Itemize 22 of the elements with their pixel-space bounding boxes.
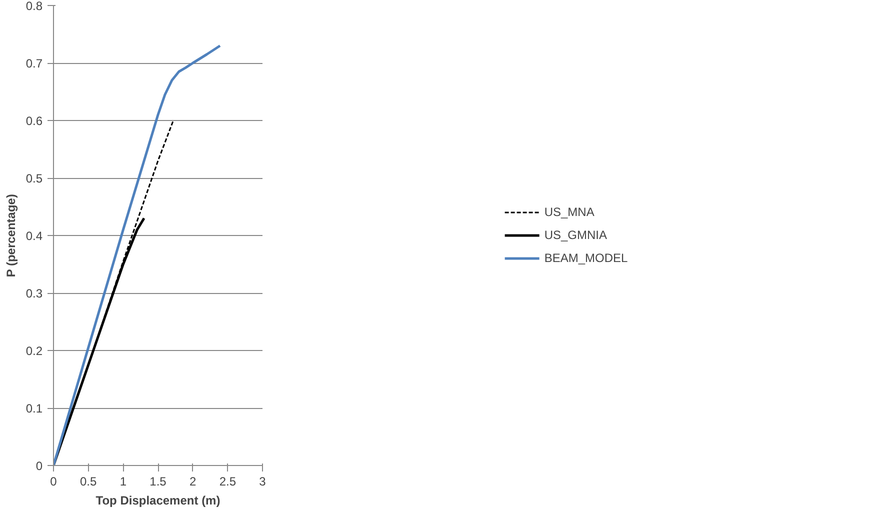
- legend-label: US_GMNIA: [544, 228, 608, 242]
- x-tick-label: 1: [120, 474, 127, 488]
- legend-label: BEAM_MODEL: [544, 251, 628, 265]
- x-tick-label: 2.5: [219, 474, 236, 488]
- legend-label: US_MNA: [544, 205, 594, 219]
- y-tick-label: 0.8: [26, 0, 43, 13]
- x-tick-label: 1.5: [150, 474, 167, 488]
- y-tick-label: 0: [36, 459, 43, 473]
- y-tick-label: 0.7: [26, 56, 43, 70]
- x-tick-label: 0.5: [80, 474, 97, 488]
- line-series: [54, 44, 222, 466]
- x-tick-label: 3: [259, 474, 266, 488]
- y-axis-title: P (percentage): [4, 194, 18, 278]
- y-tick-label: 0.1: [26, 402, 43, 416]
- y-tick-label: 0.2: [26, 344, 43, 358]
- y-tick-label: 0.5: [26, 172, 43, 186]
- x-tick-label: 2: [189, 474, 196, 488]
- x-axis-title: Top Displacement (m): [96, 494, 220, 508]
- y-tick-label: 0.6: [26, 114, 43, 128]
- x-tick-label: 0: [50, 474, 58, 488]
- y-tick-label: 0.3: [26, 286, 43, 300]
- y-tick-label: 0.4: [26, 229, 43, 243]
